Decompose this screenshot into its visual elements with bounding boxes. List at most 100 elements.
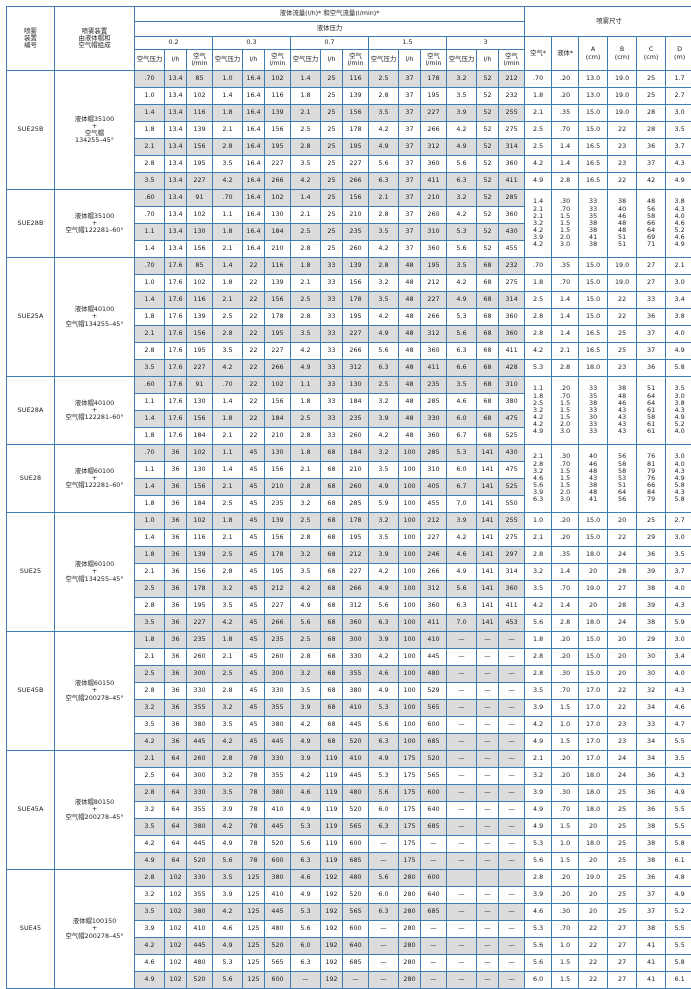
header-lh-3: l/h xyxy=(399,50,421,71)
flow-cell: 520 xyxy=(265,938,291,955)
flow-cell: 37 xyxy=(399,88,421,105)
dimension-cell: 4.9 xyxy=(666,343,691,360)
flow-cell: 3.5 xyxy=(213,785,243,802)
flow-cell: — xyxy=(499,717,525,734)
flow-cell: 25 xyxy=(321,71,343,88)
flow-cell: 445 xyxy=(187,836,213,853)
dimension-cell: 36 xyxy=(637,139,666,156)
flow-cell: 445 xyxy=(343,717,369,734)
flow-cell: 4.2 xyxy=(447,275,477,292)
dimension-cell: 42 xyxy=(637,173,666,190)
flow-cell: 192 xyxy=(321,921,343,938)
flow-cell: 227 xyxy=(265,156,291,173)
flow-cell: 1.4 xyxy=(213,258,243,275)
header-air-pressure-4: 空气压力 xyxy=(447,50,477,71)
flow-cell: 52 xyxy=(477,139,499,156)
flow-cell: 119 xyxy=(321,819,343,836)
flow-cell: 68 xyxy=(477,428,499,445)
flow-cell: 2.8 xyxy=(135,156,165,173)
flow-cell: 232 xyxy=(499,258,525,275)
flow-cell: 5.6 xyxy=(213,972,243,989)
dimension-cell: 1.5 xyxy=(552,819,579,836)
flow-cell: 266 xyxy=(343,173,369,190)
flow-cell: 116 xyxy=(343,71,369,88)
flow-cell: — xyxy=(447,972,477,989)
dimension-cell: 22 xyxy=(608,292,637,309)
flow-cell: 100 xyxy=(399,615,421,632)
flow-cell: 405 xyxy=(421,479,447,496)
dimension-cell: 16.5 xyxy=(579,326,608,343)
flow-cell: 4.9 xyxy=(369,326,399,343)
dimension-cell: 27 xyxy=(608,938,637,955)
dimension-cell: 30 xyxy=(637,666,666,683)
flow-cell: 355 xyxy=(187,802,213,819)
flow-cell: 3.5 xyxy=(291,683,321,700)
flow-cell: 156 xyxy=(265,394,291,411)
flow-cell: 2.5 xyxy=(135,768,165,785)
dimension-cell: 4.2 xyxy=(525,156,552,173)
dimension-cell: 22 xyxy=(579,972,608,989)
dimension-cell: 17.0 xyxy=(579,734,608,751)
flow-cell: 48 xyxy=(399,428,421,445)
flow-cell: 2.8 xyxy=(291,649,321,666)
flow-cell: 2.1 xyxy=(291,105,321,122)
flow-cell: — xyxy=(499,836,525,853)
flow-cell: 2.8 xyxy=(213,683,243,700)
flow-cell: — xyxy=(477,887,499,904)
flow-cell: — xyxy=(477,938,499,955)
flow-cell: 2.1 xyxy=(135,649,165,666)
dimension-cell: 16.5 xyxy=(579,156,608,173)
header-pressure-group-4: 3 xyxy=(447,37,525,50)
flow-cell: 360 xyxy=(421,156,447,173)
flow-cell: 22 xyxy=(243,309,265,326)
flow-cell: 380 xyxy=(343,683,369,700)
col-header-model-number: 喷雾 装置 编号 xyxy=(7,7,55,71)
flow-cell: 3.2 xyxy=(369,394,399,411)
flow-cell: 3.2 xyxy=(369,275,399,292)
flow-cell: 1.8 xyxy=(135,122,165,139)
flow-cell: 4.2 xyxy=(135,938,165,955)
flow-cell: 235 xyxy=(421,377,447,394)
flow-cell: 192 xyxy=(321,955,343,972)
flow-cell: 16.4 xyxy=(243,190,265,207)
flow-cell: 36 xyxy=(165,581,187,598)
flow-cell: 330 xyxy=(187,785,213,802)
flow-cell: 411 xyxy=(499,173,525,190)
flow-cell: 227 xyxy=(265,343,291,360)
flow-cell: 1.0 xyxy=(135,275,165,292)
flow-cell: 227 xyxy=(187,360,213,377)
flow-cell: 1.4 xyxy=(213,88,243,105)
dimension-cell: 38 xyxy=(637,836,666,853)
flow-cell: 184 xyxy=(343,394,369,411)
flow-cell: 3.5 xyxy=(213,156,243,173)
flow-cell: 330 xyxy=(187,870,213,887)
header-dim-liquid: 液体* xyxy=(552,37,579,71)
dimension-cell: 1.8 xyxy=(525,88,552,105)
flow-cell: 5.3 xyxy=(213,955,243,972)
flow-cell: 68 xyxy=(321,496,343,513)
dimension-cell: 20 xyxy=(579,564,608,581)
flow-cell: 52 xyxy=(477,122,499,139)
flow-cell: 330 xyxy=(265,751,291,768)
flow-cell: 48 xyxy=(399,411,421,428)
flow-cell: 3.9 xyxy=(369,632,399,649)
flow-cell: 4.2 xyxy=(135,836,165,853)
flow-cell: 3.2 xyxy=(447,190,477,207)
dimension-cell: 16.5 xyxy=(579,173,608,190)
flow-cell: 565 xyxy=(421,700,447,717)
flow-cell: — xyxy=(447,734,477,751)
flow-cell: 45 xyxy=(243,700,265,717)
dimension-cell: 24 xyxy=(608,768,637,785)
flow-cell: — xyxy=(421,921,447,938)
dimension-cell: 22 xyxy=(579,921,608,938)
flow-cell: 2.8 xyxy=(213,326,243,343)
flow-cell: 22 xyxy=(243,394,265,411)
flow-cell: 2.8 xyxy=(291,309,321,326)
flow-cell: 141 xyxy=(477,615,499,632)
flow-cell: 2.8 xyxy=(213,751,243,768)
flow-cell: 480 xyxy=(421,666,447,683)
flow-cell: 78 xyxy=(243,802,265,819)
flow-cell: 45 xyxy=(243,581,265,598)
flow-cell: 330 xyxy=(421,411,447,428)
